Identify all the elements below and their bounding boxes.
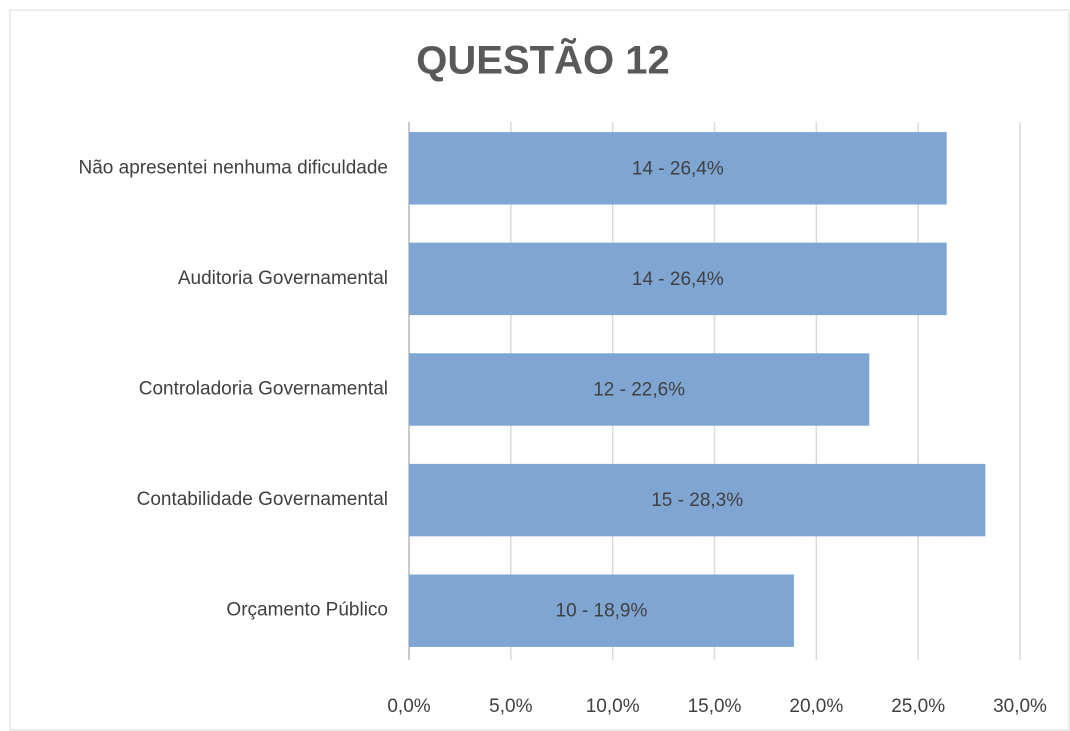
- x-tick-label: 20,0%: [789, 696, 843, 717]
- x-tick-label: 0,0%: [387, 696, 430, 717]
- data-label: 14 - 26,4%: [632, 269, 724, 290]
- x-tick-label: 25,0%: [891, 696, 945, 717]
- x-tick-label: 30,0%: [993, 696, 1047, 717]
- bar: [409, 242, 947, 316]
- chart-title: QUESTÃO 12: [416, 37, 669, 83]
- x-tick-label: 15,0%: [688, 696, 742, 717]
- data-label: 10 - 18,9%: [556, 601, 648, 622]
- x-tick-label: 10,0%: [586, 696, 640, 717]
- bar: [409, 132, 947, 205]
- y-tick-label: Controladoria Governamental: [139, 379, 388, 400]
- bar: [409, 463, 986, 537]
- bar: [409, 353, 870, 426]
- y-tick-label: Auditoria Governamental: [178, 268, 388, 289]
- y-tick-label: Não apresentei nenhuma dificuldade: [79, 157, 389, 178]
- data-label: 15 - 28,3%: [651, 490, 743, 511]
- y-tick-label: Contabilidade Governamental: [137, 489, 388, 510]
- bar: [409, 574, 794, 647]
- data-label: 12 - 22,6%: [593, 380, 685, 401]
- x-tick-label: 5,0%: [489, 696, 532, 717]
- y-tick-label: Orçamento Público: [226, 600, 388, 621]
- data-label: 14 - 26,4%: [632, 158, 724, 179]
